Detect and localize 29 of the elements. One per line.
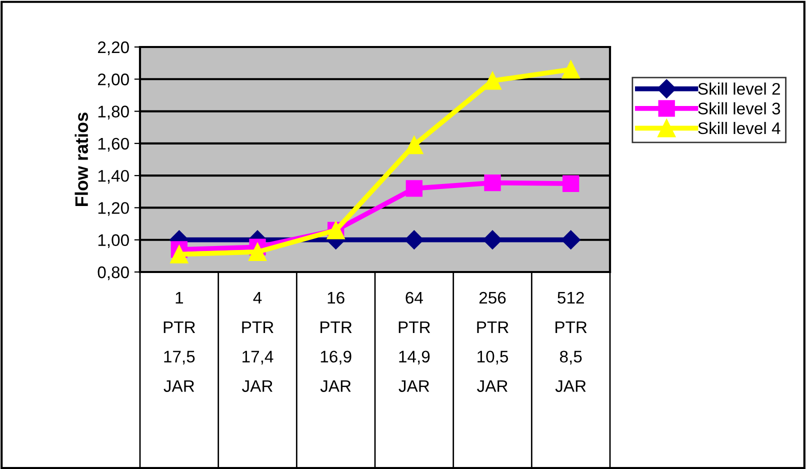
y-tick-label: 0,80 [98,266,129,280]
point [248,242,267,261]
y-tick-label: 2,00 [98,74,129,88]
legend-label: Skill level 3 [698,102,780,114]
point [562,60,580,79]
point [484,174,501,192]
y-tick-label: 1,20 [98,202,129,216]
x-tick-label: 64 PTR 14,9 JAR [398,292,430,392]
point [404,230,424,250]
y-axis-title: Flow ratios [74,112,88,206]
x-tick-label: 16 PTR 16,9 JAR [320,292,352,392]
point [170,245,188,264]
x-tick-label: 4 PTR 17,4 JAR [242,292,274,392]
y-tick-label: 1,40 [98,170,129,184]
x-tick-label: 1 PTR 17,5 JAR [164,292,196,392]
legend-label: Skill level 2 [698,82,780,95]
y-tick-label: 1,60 [98,138,129,152]
x-tick-label: 512 PTR 8,5 JAR [555,292,587,392]
legend-label: Skill level 4 [698,122,780,134]
y-tick-label: 1,00 [98,234,129,248]
point [406,180,422,197]
point [482,230,502,250]
point [562,175,580,192]
point [483,72,502,90]
x-tick-label: 256 PTR 10,5 JAR [477,292,508,392]
point [405,136,424,154]
point [561,230,580,250]
y-tick-label: 1,80 [98,106,129,120]
y-tick-label: 2,20 [98,41,129,56]
